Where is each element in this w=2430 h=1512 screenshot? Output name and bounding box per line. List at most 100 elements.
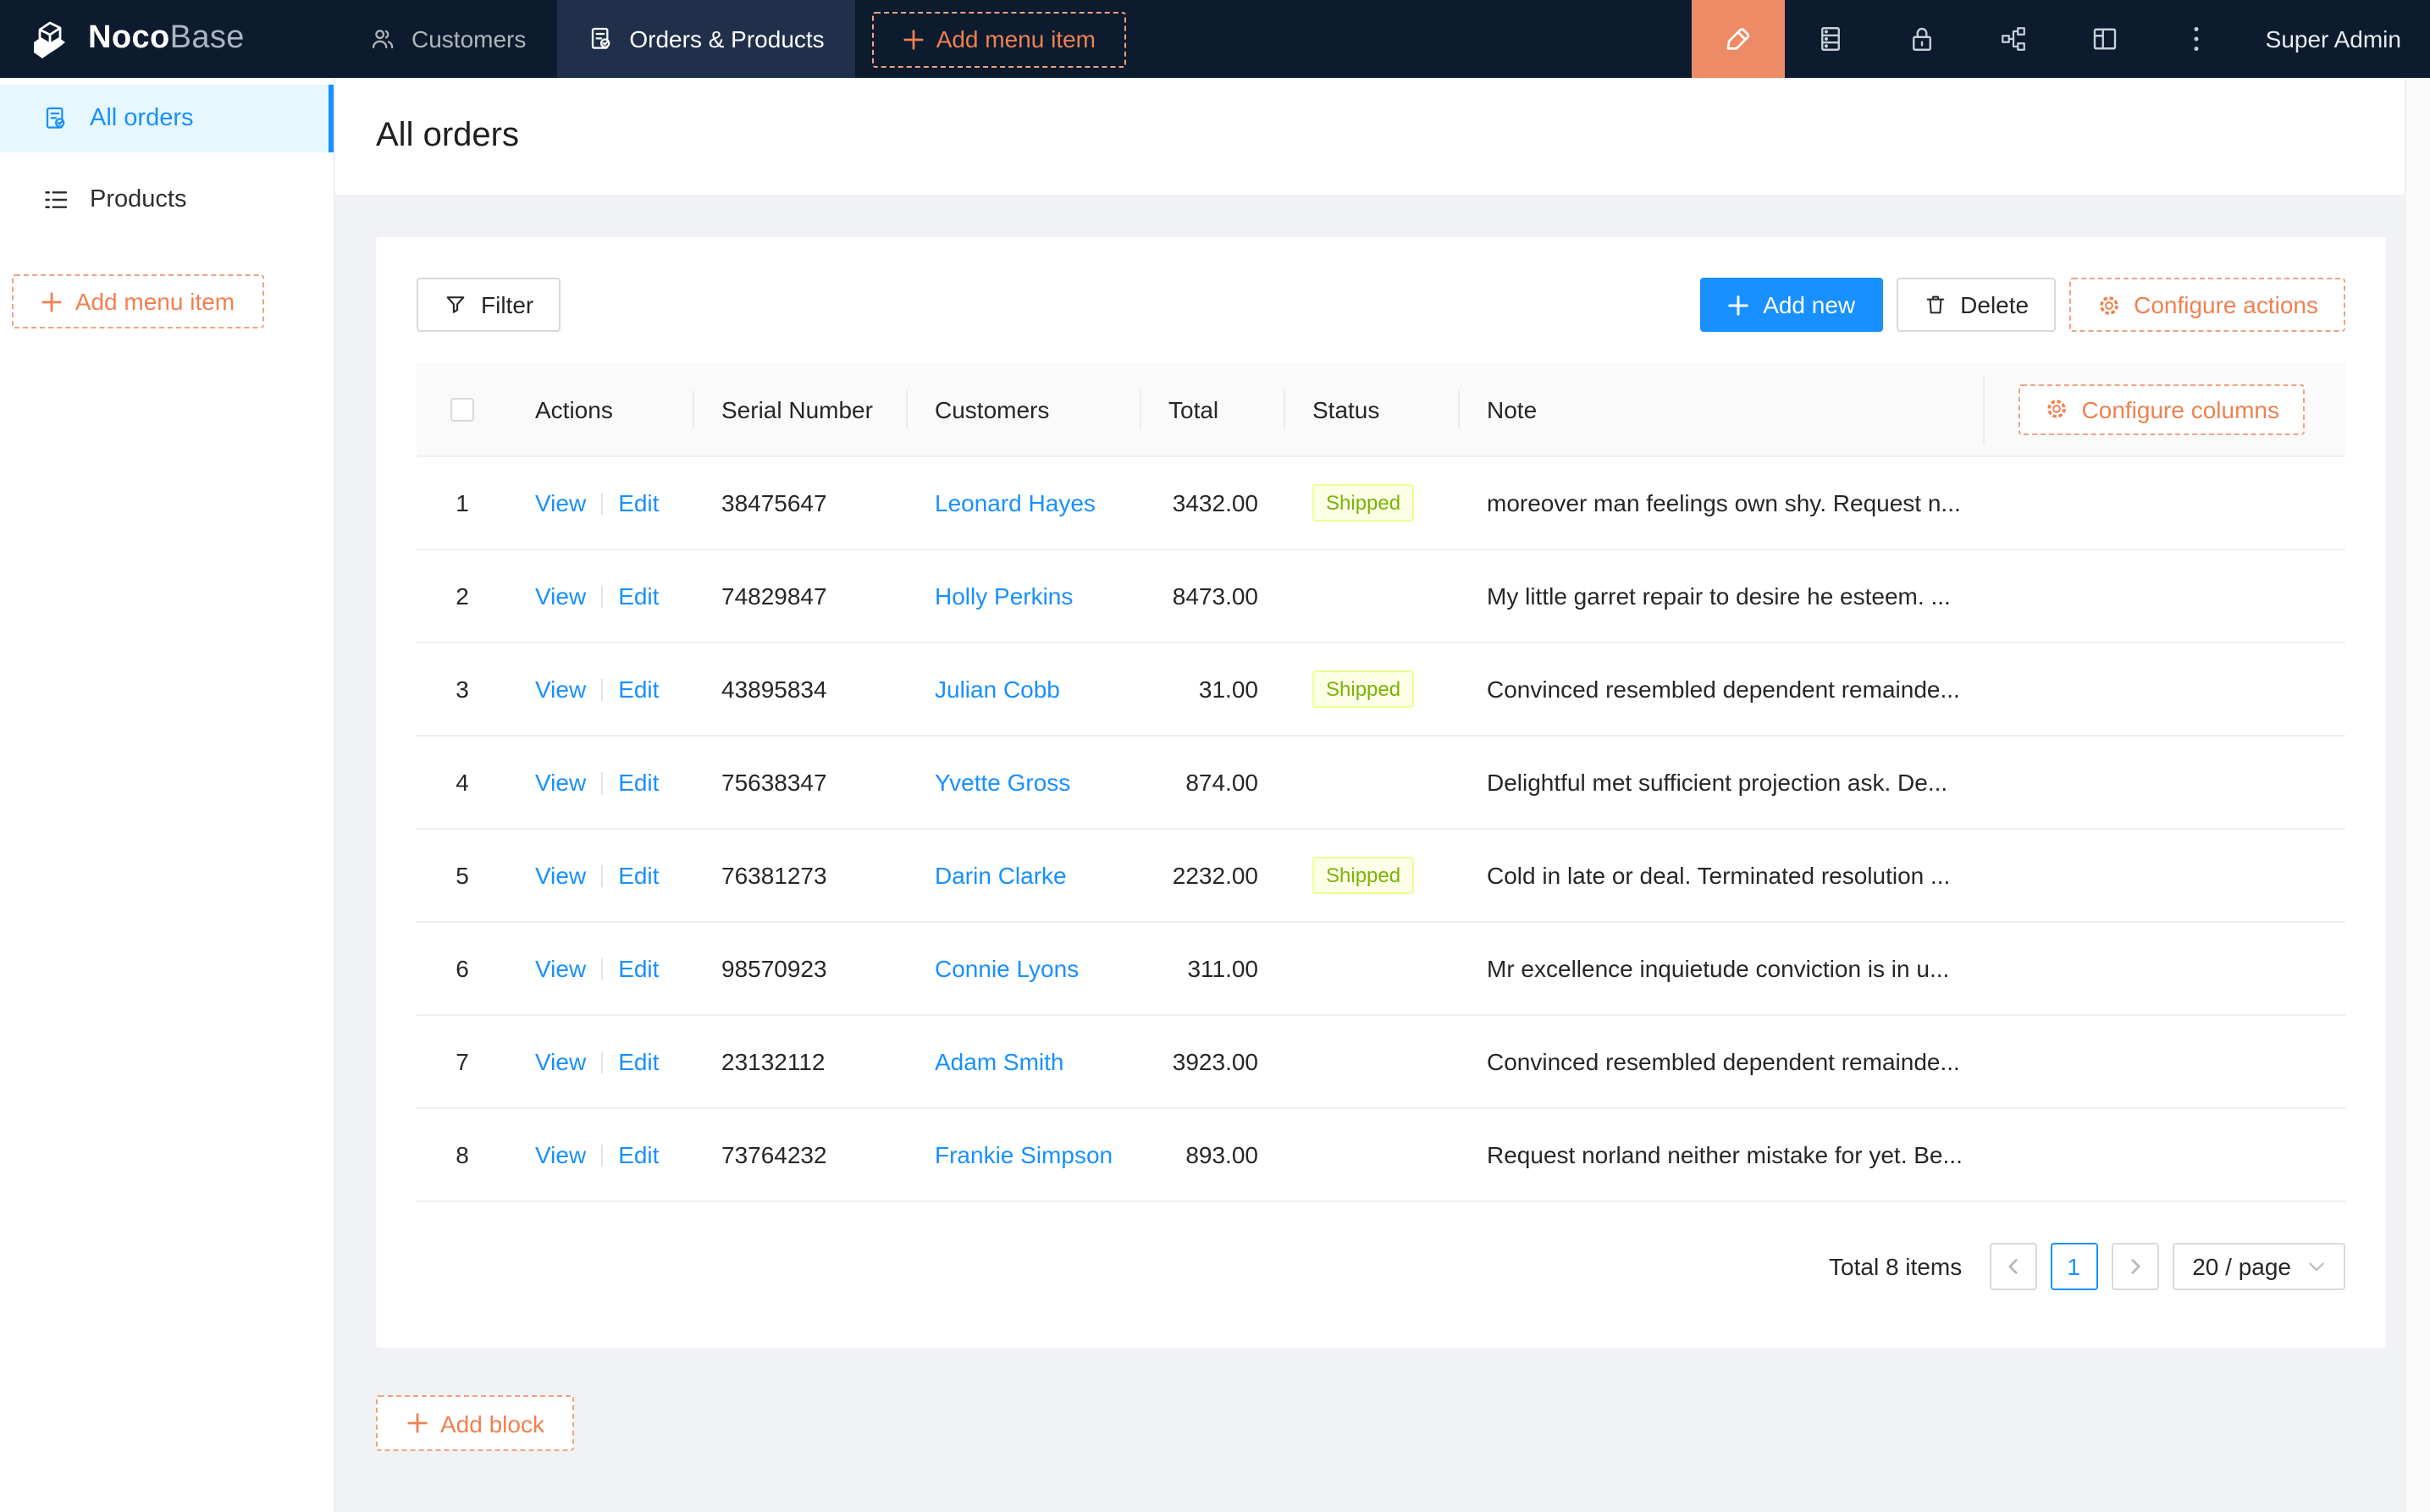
- total-cell: 3923.00: [1172, 1048, 1258, 1075]
- plus-icon: [41, 290, 64, 312]
- page-size-select[interactable]: 20 / page: [2172, 1243, 2345, 1290]
- more-icon: [2184, 25, 2208, 52]
- table-row[interactable]: 6 View Edit 98570923 Connie Lyons 311.00 …: [417, 923, 2345, 1016]
- edit-link[interactable]: Edit: [618, 489, 660, 516]
- collections-button[interactable]: [1785, 0, 1876, 78]
- row-index-cell[interactable]: 4: [417, 769, 508, 796]
- actions-cell: View Edit: [508, 1048, 694, 1075]
- view-link[interactable]: View: [535, 862, 587, 889]
- column-divider: [1983, 374, 1985, 444]
- column-header-serial-number: Serial Number: [694, 362, 908, 455]
- select-all-checkbox[interactable]: [417, 362, 508, 455]
- add-new-button[interactable]: Add new: [1700, 278, 1883, 332]
- customer-link[interactable]: Adam Smith: [935, 1048, 1064, 1075]
- layout-icon: [2090, 24, 2120, 54]
- table-row[interactable]: 7 View Edit 23132112 Adam Smith 3923.00 C…: [417, 1016, 2345, 1109]
- action-divider: [601, 679, 604, 701]
- chevron-left-icon: [2004, 1258, 2021, 1275]
- row-index: 6: [456, 955, 469, 982]
- status-cell: Shipped: [1285, 857, 1460, 894]
- table-row[interactable]: 5 View Edit 76381273 Darin Clarke 2232.00…: [417, 830, 2345, 923]
- tab-label: Orders & Products: [629, 25, 825, 52]
- serial-number-cell: 75638347: [721, 769, 827, 796]
- table-body: 1 View Edit 38475647 Leonard Hayes 3432.0…: [417, 457, 2345, 1202]
- orders-table-block: Filter Add new: [376, 237, 2386, 1348]
- edit-link[interactable]: Edit: [618, 862, 660, 889]
- view-link[interactable]: View: [535, 676, 587, 703]
- edit-link[interactable]: Edit: [618, 582, 660, 610]
- view-link[interactable]: View: [535, 769, 587, 796]
- next-page-button[interactable]: [2111, 1243, 2159, 1290]
- scrollbar-track[interactable]: [2405, 78, 2430, 1512]
- view-link[interactable]: View: [535, 955, 587, 982]
- customer-cell: Julian Cobb: [908, 676, 1141, 703]
- action-divider: [601, 493, 604, 515]
- lock-icon: [1907, 24, 1937, 54]
- gear-icon: [2045, 396, 2070, 422]
- plugins-button[interactable]: [1968, 0, 2059, 78]
- row-index-cell[interactable]: 5: [417, 862, 508, 889]
- table-row[interactable]: 2 View Edit 74829847 Holly Perkins 8473.0…: [417, 550, 2345, 643]
- edit-link[interactable]: Edit: [618, 1141, 660, 1168]
- row-index-cell[interactable]: 3: [417, 676, 508, 703]
- configure-actions-button[interactable]: Configure actions: [2069, 278, 2345, 332]
- tab-customers[interactable]: Customers: [339, 0, 556, 78]
- edit-link[interactable]: Edit: [618, 676, 660, 703]
- tab-orders-products[interactable]: Orders & Products: [556, 0, 855, 78]
- view-link[interactable]: View: [535, 1048, 587, 1075]
- edit-link[interactable]: Edit: [618, 1048, 660, 1075]
- customer-link[interactable]: Holly Perkins: [935, 582, 1074, 610]
- lock-button[interactable]: [1876, 0, 1968, 78]
- previous-page-button[interactable]: [1989, 1243, 2037, 1290]
- more-button[interactable]: [2151, 0, 2242, 78]
- note-cell: Mr excellence inquietude conviction is i…: [1487, 955, 1950, 982]
- nocobase-logo[interactable]: NocoBase: [0, 0, 339, 78]
- view-link[interactable]: View: [535, 582, 587, 610]
- view-link[interactable]: View: [535, 489, 587, 516]
- view-link[interactable]: View: [535, 1141, 587, 1168]
- gear-icon: [2096, 292, 2122, 317]
- customer-link[interactable]: Leonard Hayes: [935, 489, 1096, 516]
- checkbox-icon: [450, 397, 474, 421]
- page-number-button[interactable]: 1: [2050, 1243, 2098, 1290]
- add-block-button[interactable]: Add block: [376, 1395, 575, 1451]
- configure-columns-button[interactable]: Configure columns: [2019, 384, 2305, 434]
- row-index-cell[interactable]: 6: [417, 955, 508, 982]
- row-index-cell[interactable]: 1: [417, 489, 508, 516]
- customer-cell: Holly Perkins: [908, 582, 1141, 610]
- customer-link[interactable]: Darin Clarke: [935, 862, 1067, 889]
- customer-cell: Connie Lyons: [908, 955, 1141, 982]
- ui-editor-pen-button[interactable]: [1691, 0, 1785, 78]
- main-nav: Customers Orders & Products Add men: [339, 0, 1127, 78]
- row-index-cell[interactable]: 2: [417, 582, 508, 610]
- add-menu-item-button[interactable]: Add menu item: [871, 11, 1127, 67]
- user-menu[interactable]: Super Admin: [2265, 25, 2401, 52]
- customer-link[interactable]: Connie Lyons: [935, 955, 1080, 982]
- sidebar-item-all-orders[interactable]: All orders: [0, 85, 334, 152]
- filter-button[interactable]: Filter: [417, 278, 561, 332]
- total-cell: 311.00: [1187, 955, 1258, 982]
- row-index-cell[interactable]: 8: [417, 1141, 508, 1168]
- actions-cell: View Edit: [508, 955, 694, 982]
- customer-link[interactable]: Julian Cobb: [935, 676, 1060, 703]
- sidebar-add-menu-item-button[interactable]: Add menu item: [12, 274, 264, 328]
- table-row[interactable]: 1 View Edit 38475647 Leonard Hayes 3432.0…: [417, 457, 2345, 550]
- table-row[interactable]: 8 View Edit 73764232 Frankie Simpson 893.…: [417, 1109, 2345, 1202]
- customer-link[interactable]: Yvette Gross: [935, 769, 1071, 796]
- topbar-spacer: [1126, 0, 1692, 78]
- customer-cell: Darin Clarke: [908, 862, 1141, 889]
- column-header-total: Total: [1141, 362, 1285, 455]
- logo-text: NocoBase: [88, 20, 245, 56]
- delete-button[interactable]: Delete: [1896, 278, 2057, 332]
- edit-link[interactable]: Edit: [618, 769, 660, 796]
- layout-button[interactable]: [2059, 0, 2151, 78]
- table-row[interactable]: 3 View Edit 43895834 Julian Cobb 31.00 Sh…: [417, 643, 2345, 737]
- table-row[interactable]: 4 View Edit 75638347 Yvette Gross 874.00 …: [417, 737, 2345, 830]
- sidebar-item-products[interactable]: Products: [0, 166, 334, 234]
- edit-link[interactable]: Edit: [618, 955, 660, 982]
- row-index: 2: [456, 582, 469, 610]
- row-index-cell[interactable]: 7: [417, 1048, 508, 1075]
- row-index: 4: [456, 769, 469, 796]
- customer-link[interactable]: Frankie Simpson: [935, 1141, 1113, 1168]
- row-index: 8: [456, 1141, 469, 1168]
